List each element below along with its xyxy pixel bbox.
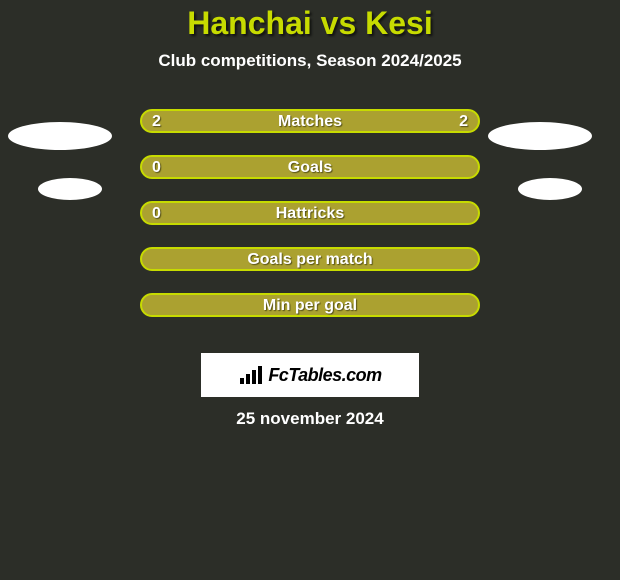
stat-right-value: 2 bbox=[459, 113, 468, 131]
brand-bars-icon bbox=[238, 364, 264, 386]
stat-label: Min per goal bbox=[142, 297, 478, 315]
decorative-ellipse bbox=[518, 178, 582, 200]
stat-label: Matches bbox=[142, 113, 478, 131]
stat-pill: Goals0 bbox=[140, 155, 480, 179]
stat-row: Goals per match bbox=[0, 247, 620, 293]
stat-label: Goals bbox=[142, 159, 478, 177]
stat-label: Hattricks bbox=[142, 205, 478, 223]
decorative-ellipse bbox=[8, 122, 112, 150]
stat-label: Goals per match bbox=[142, 251, 478, 269]
stat-pill: Hattricks0 bbox=[140, 201, 480, 225]
stat-pill: Matches2 2 bbox=[140, 109, 480, 133]
stat-pill: Goals per match bbox=[140, 247, 480, 271]
stat-left-value: 0 bbox=[152, 205, 161, 223]
stat-left-value: 2 bbox=[152, 113, 161, 131]
brand-box: FcTables.com bbox=[201, 353, 419, 397]
decorative-ellipse bbox=[38, 178, 102, 200]
date-line: 25 november 2024 bbox=[0, 409, 620, 429]
stat-pill: Min per goal bbox=[140, 293, 480, 317]
page-title: Hanchai vs Kesi bbox=[0, 0, 620, 41]
decorative-ellipse bbox=[488, 122, 592, 150]
subtitle: Club competitions, Season 2024/2025 bbox=[0, 51, 620, 71]
brand-text: FcTables.com bbox=[268, 365, 381, 386]
stat-row: Hattricks0 bbox=[0, 201, 620, 247]
stat-left-value: 0 bbox=[152, 159, 161, 177]
stat-row: Min per goal bbox=[0, 293, 620, 339]
